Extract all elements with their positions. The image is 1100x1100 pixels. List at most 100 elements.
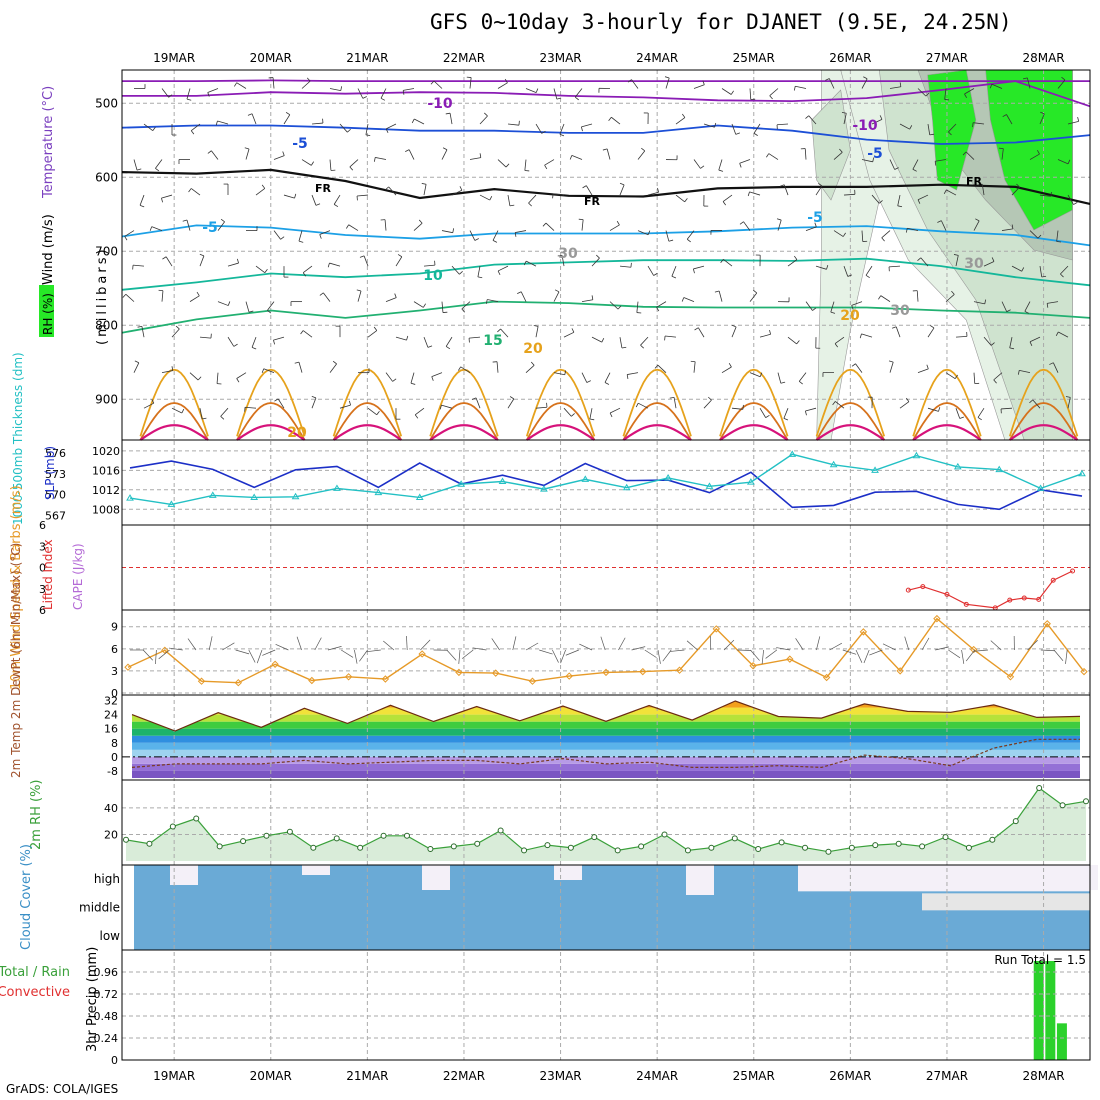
wind-barb-flag xyxy=(134,360,139,364)
wind-barb xyxy=(497,265,509,272)
rh-marker xyxy=(1012,818,1019,825)
chart-title: GFS 0~10day 3-hourly for DJANET (9.5E, 2… xyxy=(430,10,1012,34)
wind-barb xyxy=(1011,186,1020,196)
wind-barb-flag xyxy=(601,338,605,343)
panel-label-rh2m: 2m RH (%) xyxy=(29,779,44,850)
wind-barb-flag xyxy=(977,183,983,186)
rh-marker xyxy=(497,827,504,834)
pressure-tick-label: 500 xyxy=(95,96,118,110)
wind-barb-flag xyxy=(1021,267,1025,272)
wind-barb xyxy=(267,301,275,311)
wind-barb xyxy=(935,159,947,162)
wind-barb-flag xyxy=(692,268,695,274)
cloud-gap-high xyxy=(686,865,714,895)
temp-band xyxy=(132,701,1080,708)
rh-marker xyxy=(684,847,691,854)
wind-barb-flag xyxy=(380,97,386,101)
surface-wind-barb xyxy=(314,637,322,651)
wind-barb xyxy=(273,155,285,160)
wind-barb xyxy=(298,230,303,242)
contour-label: -5 xyxy=(202,220,218,236)
wind-barb xyxy=(1067,397,1071,409)
rh-tick-label: 40 xyxy=(104,802,118,815)
wind-barb xyxy=(189,372,199,381)
wind-barb xyxy=(311,397,317,409)
warm-isotherm xyxy=(719,402,789,441)
wind-speed-marker xyxy=(749,662,757,670)
wind-barb xyxy=(1057,79,1066,89)
wind-barb xyxy=(245,406,257,409)
wind-barb-flag xyxy=(1037,234,1042,239)
wind-speed-marker xyxy=(455,668,463,677)
wind-barb-flag xyxy=(891,326,897,329)
wind-barb xyxy=(211,150,219,160)
wind-barb-flag xyxy=(1022,77,1028,80)
wind-barb xyxy=(143,123,154,131)
cloud-gap-high xyxy=(554,865,582,880)
wind-barb-flag xyxy=(669,396,675,399)
temp2m-line xyxy=(131,700,1081,732)
rh-marker xyxy=(521,847,528,854)
wind-barb xyxy=(917,368,929,374)
wind-barb xyxy=(515,230,527,233)
wind-barb-flag xyxy=(934,161,937,166)
wind-barb xyxy=(861,230,864,242)
wind-barb-flag xyxy=(535,88,539,93)
warm-isotherm xyxy=(719,368,789,437)
wind-barb xyxy=(675,117,686,125)
wind-barb xyxy=(808,115,817,125)
temp-band xyxy=(132,721,1080,729)
wind-barb xyxy=(683,297,695,302)
wind-barb xyxy=(301,80,311,89)
rh-marker xyxy=(474,840,481,847)
surface-wind-barb xyxy=(686,640,698,651)
wind-barb xyxy=(171,407,183,414)
wind-speed-marker xyxy=(896,667,904,675)
wind-barb xyxy=(777,219,782,231)
thickness-marker xyxy=(1036,484,1045,491)
wind-barb-flag xyxy=(137,325,142,328)
wind-barb xyxy=(553,291,560,302)
warm-isotherm xyxy=(332,368,403,437)
wind-barb-flag xyxy=(280,236,285,240)
wind-barb-flag xyxy=(657,187,660,193)
rh-marker xyxy=(310,844,317,851)
date-label-bottom: 19MAR xyxy=(153,1069,195,1083)
wind-barb xyxy=(907,227,919,231)
wind-barb xyxy=(535,326,539,338)
wind-barb xyxy=(656,301,667,308)
wind-barb-flag xyxy=(621,346,627,349)
wind-barb-flag xyxy=(410,382,416,385)
warm-isotherm xyxy=(815,368,886,437)
wind-barb xyxy=(507,398,515,409)
wind-barb xyxy=(731,123,737,135)
wind-barb-flag xyxy=(186,98,192,101)
lifted-index-marker xyxy=(1050,577,1056,583)
wind-barb-flag xyxy=(780,381,786,384)
rh-marker xyxy=(731,835,738,842)
wind-barb-flag xyxy=(872,157,875,162)
wind-barb-flag xyxy=(427,345,433,348)
wind-barb xyxy=(403,88,415,91)
wind-speed-marker xyxy=(381,675,390,683)
wind-barb-flag xyxy=(805,115,810,119)
wind-barb xyxy=(408,149,415,160)
wind-barb xyxy=(945,294,955,302)
wind-barb-flag xyxy=(1016,183,1020,188)
surface-wind-barb xyxy=(296,636,302,651)
wind-tick-label: 9 xyxy=(111,621,118,634)
wind-barb-flag xyxy=(171,366,174,371)
precip-tick-label: 0.48 xyxy=(94,1010,119,1023)
wind-barb xyxy=(927,407,939,412)
wind-barb xyxy=(190,123,201,131)
wind-barb-flag xyxy=(627,79,632,83)
wind-barb xyxy=(611,116,621,125)
wind-barb xyxy=(609,407,621,414)
precip-tick-label: 0.96 xyxy=(94,966,119,979)
wind-barb xyxy=(1060,265,1069,275)
thickness-line xyxy=(129,453,1083,506)
wind-barb xyxy=(574,88,583,98)
wind-barb-flag xyxy=(564,370,567,375)
wind-barb-flag xyxy=(905,397,910,402)
wind-speed-marker xyxy=(308,676,316,685)
